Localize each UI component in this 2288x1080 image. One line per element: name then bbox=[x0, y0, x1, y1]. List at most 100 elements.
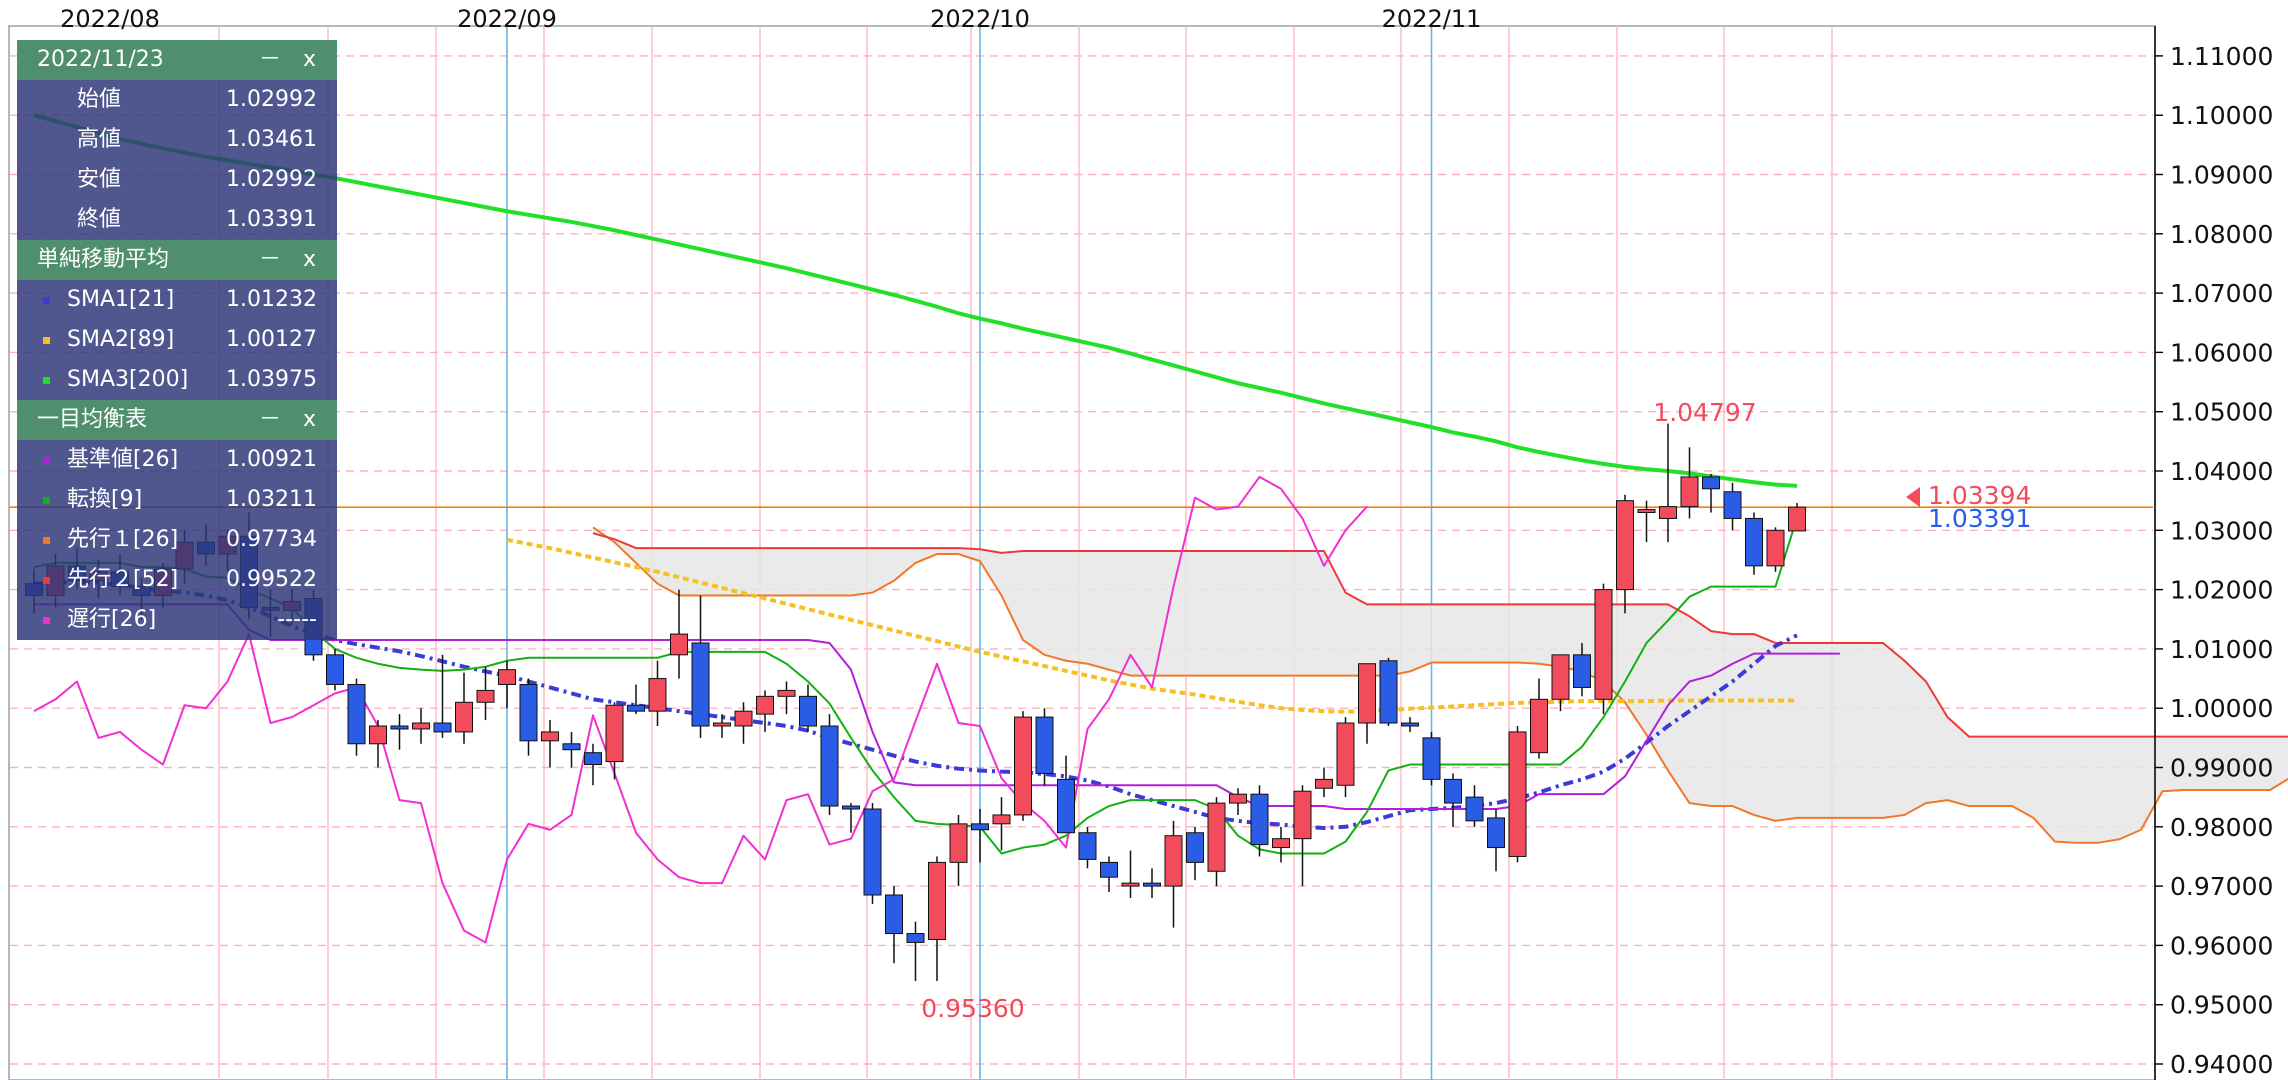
kumo-cloud-segment bbox=[2141, 736, 2163, 830]
candle-body bbox=[584, 752, 602, 766]
minimize-button[interactable]: － bbox=[259, 247, 282, 272]
x-month-label: 2022/11 bbox=[1382, 5, 1482, 33]
ohlc-panel-header: 2022/11/23 － x bbox=[17, 40, 337, 80]
kumo-cloud-segment bbox=[2270, 736, 2288, 791]
candle-body bbox=[1637, 509, 1656, 514]
kumo-cloud-segment bbox=[1775, 642, 1797, 821]
candle-body bbox=[412, 722, 430, 730]
candle-body bbox=[1250, 793, 1269, 846]
chikou-line bbox=[33, 475, 1368, 944]
y-tick-label: 1.03000 bbox=[2170, 516, 2273, 545]
ohlc-row-open: 始値 1.02992 bbox=[17, 80, 337, 120]
sma3-color-swatch bbox=[43, 377, 50, 384]
kumo-cloud-segment bbox=[1109, 551, 1131, 676]
candle-body bbox=[627, 704, 645, 712]
ichimoku-panel-title: 一目均衡表 bbox=[37, 407, 148, 432]
kumo-cloud-segment bbox=[1152, 551, 1174, 676]
senkou1-line bbox=[592, 526, 2288, 844]
candle-body bbox=[971, 823, 989, 831]
candle-body bbox=[541, 731, 559, 742]
y-tick-label: 1.10000 bbox=[2170, 101, 2273, 130]
candle-body bbox=[1035, 716, 1054, 774]
candle-body bbox=[1788, 506, 1806, 532]
senkou1-row: 先行１[26] 0.97734 bbox=[17, 520, 337, 560]
y-tick-label: 1.11000 bbox=[2170, 42, 2273, 71]
close-button[interactable]: x bbox=[303, 47, 317, 72]
kumo-cloud-segment bbox=[1496, 604, 1518, 663]
close-button[interactable]: x bbox=[303, 247, 317, 272]
kumo-cloud-segment bbox=[958, 548, 980, 562]
tenkan-line bbox=[33, 517, 1798, 855]
y-tick-label: 0.94000 bbox=[2170, 1050, 2273, 1079]
sma2-color-swatch bbox=[43, 337, 50, 344]
candle-body bbox=[369, 725, 387, 745]
kumo-cloud-segment bbox=[1904, 660, 1926, 815]
minimize-button[interactable]: － bbox=[259, 47, 282, 72]
close-button[interactable]: x bbox=[303, 407, 317, 432]
kumo-cloud-segment bbox=[2076, 736, 2098, 843]
kumo-cloud-segment bbox=[722, 548, 744, 596]
candle-body bbox=[519, 683, 538, 742]
kumo-cloud-segment bbox=[1431, 604, 1453, 663]
kumo-cloud-segment bbox=[808, 548, 830, 596]
candle-body bbox=[992, 814, 1011, 825]
candle-body bbox=[498, 669, 516, 685]
ohlc-row-high: 高値 1.03461 bbox=[17, 120, 337, 160]
period-low-label: 0.95360 bbox=[921, 994, 1024, 1023]
kumo-cloud-segment bbox=[1732, 634, 1754, 815]
senkou2-line bbox=[592, 532, 2288, 738]
senkou2-row: 先行２[52] 0.99522 bbox=[17, 560, 337, 600]
candle-body bbox=[1616, 500, 1634, 591]
minimize-button[interactable]: － bbox=[259, 407, 282, 432]
sma2-row: SMA2[89] 1.00127 bbox=[17, 320, 337, 360]
candle-body bbox=[949, 823, 968, 863]
candle-body bbox=[433, 722, 452, 733]
candle-body bbox=[1401, 722, 1419, 727]
candle-body bbox=[928, 861, 946, 940]
candle-body bbox=[1573, 654, 1591, 688]
senkou1-color-swatch bbox=[43, 537, 50, 544]
chikou-value: ----- bbox=[277, 607, 317, 632]
candle-body bbox=[863, 808, 882, 896]
last-bid-label: 1.03391 bbox=[1928, 504, 2031, 533]
candle-body bbox=[1143, 882, 1161, 887]
y-tick-label: 0.97000 bbox=[2170, 872, 2273, 901]
kumo-cloud-segment bbox=[851, 548, 873, 596]
x-month-label: 2022/09 bbox=[457, 5, 557, 33]
candle-body bbox=[1186, 832, 1204, 863]
kumo-cloud-segment bbox=[2205, 736, 2227, 791]
tenkan-value: 1.03211 bbox=[226, 487, 317, 512]
kumo-cloud-segment bbox=[786, 548, 808, 596]
candle-body bbox=[777, 689, 796, 697]
candle-body bbox=[713, 722, 731, 727]
kijun-row: 基準値[26] 1.00921 bbox=[17, 440, 337, 480]
kumo-cloud-segment bbox=[1539, 604, 1561, 667]
last-ask-label: 1.03394 bbox=[1928, 481, 2031, 510]
candle-body bbox=[1014, 716, 1032, 816]
kumo-cloud-segment bbox=[2012, 736, 2034, 818]
x-month-label: 2022/08 bbox=[60, 5, 160, 33]
senkou2-label: 先行２[52] bbox=[67, 567, 179, 592]
kumo-cloud-segment bbox=[1173, 551, 1195, 676]
candle-body bbox=[1659, 506, 1677, 519]
kumo-cloud-segment bbox=[829, 548, 851, 596]
candle-body bbox=[1078, 832, 1097, 860]
open-label: 始値 bbox=[77, 87, 122, 112]
kumo-cloud-segment bbox=[2033, 736, 2055, 842]
tenkan-color-swatch bbox=[43, 497, 50, 504]
kumo-cloud-segment bbox=[1926, 681, 1948, 804]
kumo-cloud-segment bbox=[1216, 551, 1238, 676]
y-tick-label: 0.99000 bbox=[2170, 754, 2273, 783]
candle-body bbox=[820, 725, 839, 807]
kumo-cloud-segment bbox=[1969, 736, 1991, 807]
chikou-label: 遅行[26] bbox=[67, 607, 157, 632]
candle-body bbox=[1702, 476, 1720, 490]
period-high-label: 1.04797 bbox=[1653, 398, 1756, 427]
sma-panel-header: 単純移動平均 － x bbox=[17, 240, 337, 280]
kumo-cloud-segment bbox=[980, 549, 1002, 596]
high-value: 1.03461 bbox=[226, 127, 317, 152]
ohlc-row-low: 安値 1.02992 bbox=[17, 160, 337, 200]
candle-body bbox=[1358, 663, 1376, 724]
candle-body bbox=[1121, 882, 1140, 887]
